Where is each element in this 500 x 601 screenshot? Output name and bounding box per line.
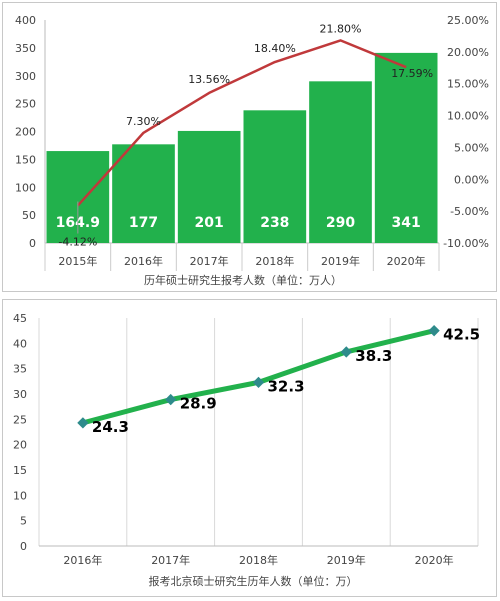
bar-value-label: 290 (326, 215, 355, 231)
x-tick-label: 2020年 (387, 254, 426, 268)
y-tick-label: 350 (15, 42, 36, 55)
y-tick-label: 35 (13, 363, 27, 376)
y-tick-label: 5 (20, 515, 27, 528)
y2-tick-label: 15.00% (447, 78, 489, 91)
point-marker (77, 417, 89, 429)
bar (112, 144, 175, 243)
y2-tick-label: 10.00% (447, 110, 489, 123)
x-tick-label: 2016年 (63, 553, 102, 567)
applicants-chart: 0 50 100 150 200 250 300 350 400 -10.00% -5.00% 0.… (15, 14, 489, 287)
y-tick-label: 40 (13, 337, 27, 350)
bar (243, 110, 307, 243)
y2-tick-label: 25.00% (447, 14, 489, 27)
y-tick-label: 15 (13, 464, 27, 477)
x-tick-label: 2019年 (321, 254, 360, 268)
y-tick-label: 0 (29, 237, 36, 250)
y-tick-label: 10 (13, 489, 27, 502)
y-tick-label: 250 (15, 98, 36, 111)
x-tick-label: 2018年 (255, 254, 294, 268)
chart-panel-beijing: 0 5 10 15 20 25 30 35 40 45 2016年 2017年 2018年 2019年 2… (2, 299, 497, 597)
x-tick-label: 2019年 (327, 553, 366, 567)
y2-tick-label: 0.00% (454, 173, 489, 186)
growth-rate-label: 13.56% (188, 73, 230, 86)
growth-rate-label: 7.30% (126, 115, 161, 128)
point-marker (252, 376, 265, 389)
x-tick-label: 2020年 (415, 553, 454, 567)
bar-value-label: 201 (195, 215, 224, 231)
bar-value-label: 341 (392, 215, 421, 231)
y2-tick-label: 20.00% (447, 46, 489, 59)
growth-rate-label: 21.80% (320, 22, 362, 35)
y2-tick-label: -10.00% (443, 237, 489, 250)
point-value-label: 32.3 (268, 377, 305, 395)
y-tick-label: 300 (15, 70, 36, 83)
y-tick-label: 20 (13, 439, 27, 452)
growth-rate-line (76, 39, 407, 207)
y2-tick-label: -5.00% (450, 205, 489, 218)
chart-panel-applicants: 0 50 100 150 200 250 300 350 400 -10.00% -5.00% 0.… (2, 2, 497, 292)
bar (177, 130, 241, 243)
point-marker (165, 393, 177, 406)
point-value-label: 24.3 (92, 418, 129, 436)
y-tick-label: 400 (15, 14, 36, 27)
point-marker (428, 325, 440, 337)
bar (309, 81, 372, 243)
y-tick-label: 25 (13, 413, 27, 426)
x-axis-title: 报考北京硕士研究生历年人数（单位：万） (149, 574, 358, 588)
growth-rate-label: 18.40% (254, 42, 296, 55)
x-tick-label: 2017年 (190, 254, 229, 268)
bar-value-label: 177 (129, 215, 158, 231)
point-value-label: 42.5 (443, 326, 480, 344)
y-tick-label: 0 (20, 540, 27, 553)
point-value-label: 38.3 (355, 347, 392, 365)
y-tick-label: 200 (15, 126, 36, 139)
y-tick-label: 30 (13, 388, 27, 401)
bar (374, 52, 438, 243)
x-tick-label: 2017年 (151, 553, 190, 567)
y-tick-label: 100 (15, 181, 36, 194)
growth-rate-label: 17.59% (391, 67, 433, 80)
y-tick-label: 45 (13, 312, 27, 325)
x-tick-label: 2018年 (239, 553, 278, 567)
beijing-chart: 0 5 10 15 20 25 30 35 40 45 2016年 2017年 2018年 2019年 2… (13, 312, 480, 588)
x-tick-label: 2016年 (124, 254, 163, 268)
x-axis-title: 历年硕士研究生报考人数（单位：万人） (144, 273, 342, 287)
x-tick-label: 2015年 (58, 254, 97, 268)
y2-tick-label: 5.00% (454, 141, 489, 154)
y-tick-label: 50 (22, 209, 36, 222)
point-value-label: 28.9 (180, 395, 217, 413)
y-tick-label: 150 (15, 153, 36, 166)
bar-value-label: 238 (260, 215, 289, 231)
growth-rate-label: -4.12% (58, 236, 97, 249)
